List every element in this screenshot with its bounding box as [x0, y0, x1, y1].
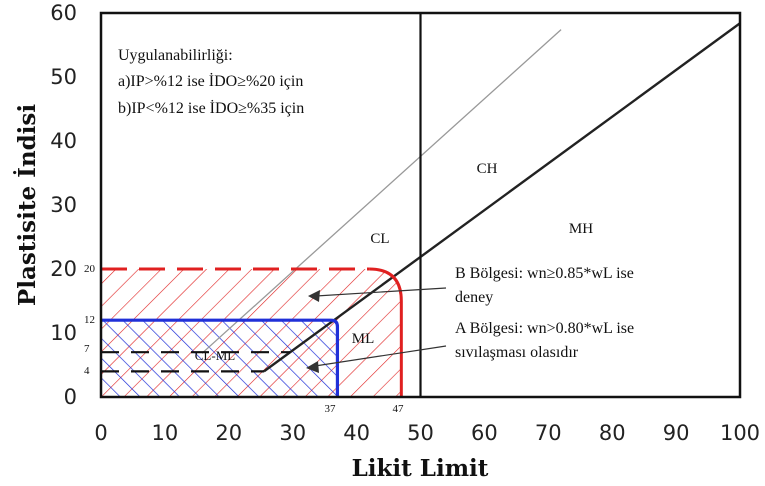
label-ll-37: 37 [325, 403, 337, 415]
x-tick-label: 50 [407, 421, 434, 445]
blue-zone-hatch [101, 320, 338, 397]
y-axis-title: Plastisite İndisi [13, 104, 41, 306]
label-ip-12: 12 [84, 314, 95, 326]
region-label-cl: CL [370, 231, 389, 247]
region-label-cl-ml: CL-ML [195, 348, 236, 363]
x-tick-label: 80 [599, 421, 626, 445]
x-tick-label: 60 [471, 421, 498, 445]
label-ip-7: 7 [84, 343, 90, 355]
plot-area [101, 13, 740, 397]
a-line [263, 22, 740, 373]
x-axis-title: Likit Limit [352, 455, 489, 482]
plot-frame [99, 11, 742, 399]
y-tick-label: 30 [50, 193, 77, 217]
x-axis-ticks: 0 10 20 30 40 50 60 70 80 90 100 [94, 421, 760, 445]
x-tick-label: 100 [720, 421, 760, 445]
zone-b-line2: deney [455, 289, 493, 306]
y-tick-label: 20 [50, 257, 77, 281]
x-tick-label: 40 [343, 421, 370, 445]
y-tick-label: 0 [64, 385, 77, 409]
label-ip-20: 20 [84, 263, 96, 275]
x-tick-label: 20 [215, 421, 242, 445]
y-tick-label: 10 [50, 321, 77, 345]
red-zone-right-edge [369, 267, 403, 397]
x-tick-label: 0 [94, 421, 107, 445]
zone-a-arrowhead [306, 361, 319, 373]
x-tick-label: 70 [535, 421, 562, 445]
y-axis-ticks: 0 10 20 30 40 50 60 [50, 1, 77, 409]
x-tick-label: 10 [152, 421, 179, 445]
y-tick-label: 40 [50, 129, 77, 153]
zone-b-label-bg [442, 258, 734, 308]
applicability-b: b)IP<%12 ise İDO≥%35 için [118, 99, 304, 117]
region-label-ch: CH [477, 161, 498, 177]
annotations: Uygulanabilirliği: a)IP>%12 ise İDO≥%20 … [84, 47, 734, 415]
u-line [202, 29, 562, 353]
zone-a-line2: sıvılaşması olasıdır [455, 344, 579, 361]
zone-b-arrow [315, 287, 447, 297]
zone-a-line1: A Bölgesi: wn>0.80*wL ise [455, 320, 634, 337]
zone-b-arrowhead [308, 290, 320, 302]
region-label-ml: ML [352, 331, 375, 347]
zone-b-line1: B Bölgesi: wn≥0.85*wL ise [455, 265, 634, 282]
applicability-a: a)IP>%12 ise İDO≥%20 için [118, 72, 303, 90]
x-tick-label: 30 [279, 421, 306, 445]
blue-zone-edge [101, 318, 340, 397]
zone-a-label-bg [442, 314, 734, 364]
y-tick-label: 60 [50, 1, 77, 25]
applicability-title: Uygulanabilirliği: [118, 47, 233, 64]
zone-a-arrow [314, 345, 447, 367]
y-tick-label: 50 [50, 65, 77, 89]
x-tick-label: 90 [663, 421, 690, 445]
label-ll-47: 47 [393, 403, 405, 415]
region-label-mh: MH [569, 221, 593, 237]
label-ip-4: 4 [84, 365, 90, 377]
